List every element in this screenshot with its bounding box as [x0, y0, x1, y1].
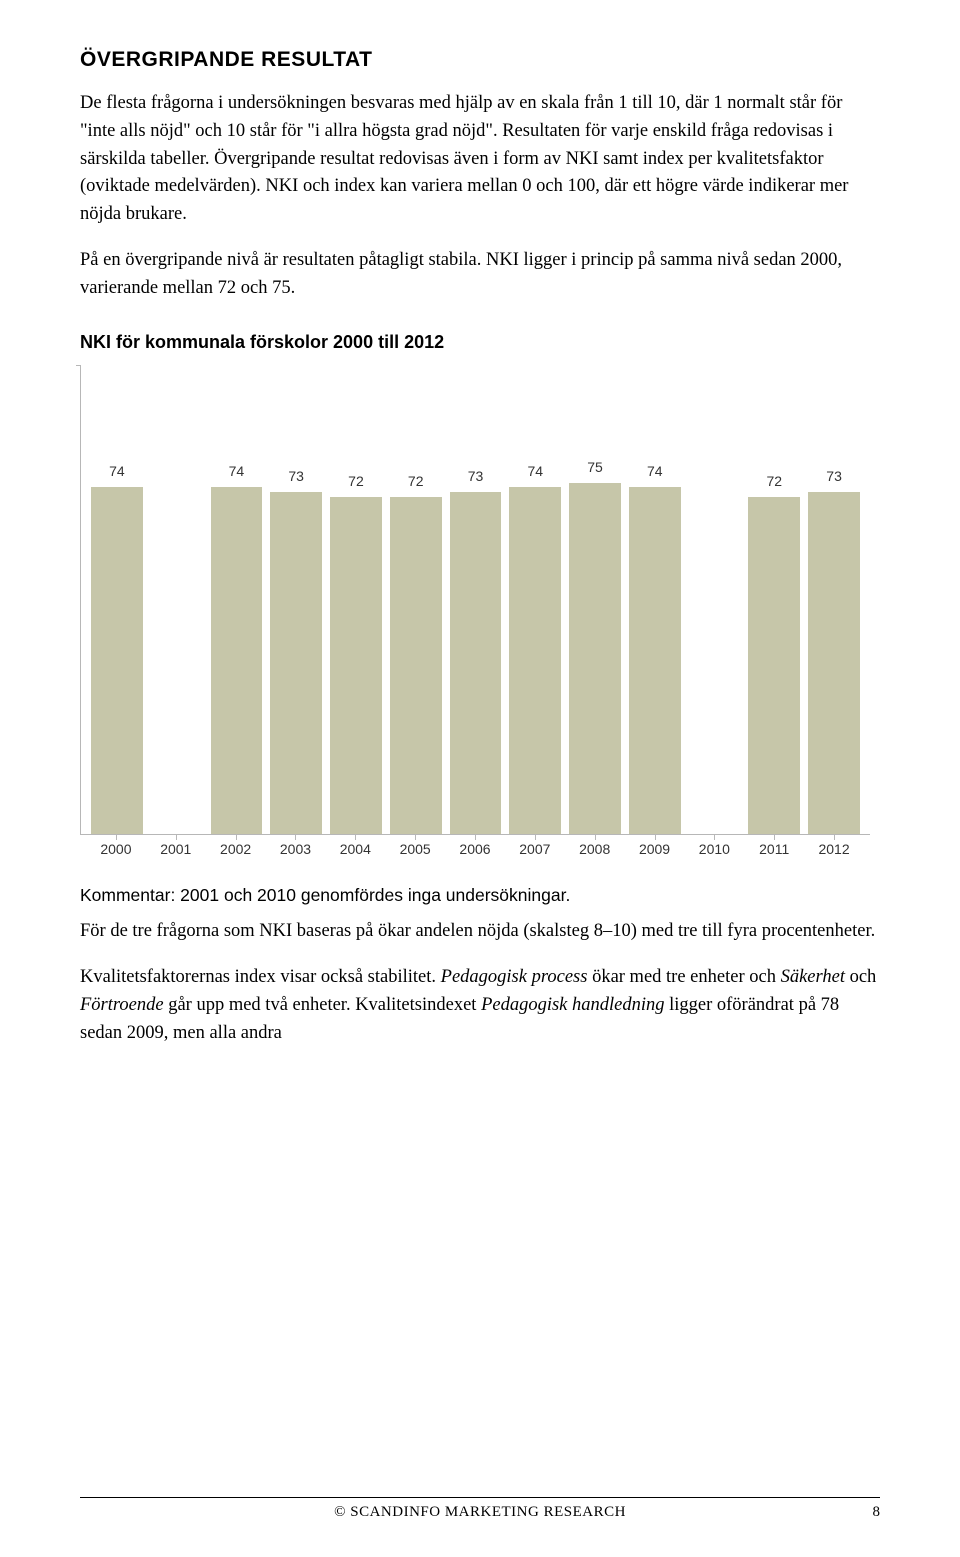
bar: [808, 492, 860, 834]
bar-value-label: 72: [408, 473, 424, 491]
bar: [270, 492, 322, 834]
x-tick-label: 2006: [449, 841, 501, 857]
bar-value-label: 74: [647, 463, 663, 481]
bar-slot: [151, 365, 203, 834]
y-axis-tick: [76, 365, 81, 366]
x-tick-label: 2007: [509, 841, 561, 857]
x-tick-label: 2000: [90, 841, 142, 857]
chart-comment: Kommentar: 2001 och 2010 genomfördes ing…: [80, 885, 880, 906]
bar-slot: 72: [390, 365, 442, 834]
chart-title: NKI för kommunala förskolor 2000 till 20…: [80, 332, 880, 353]
bar-value-label: 73: [826, 468, 842, 486]
bar-slot: 72: [748, 365, 800, 834]
x-tick-label: 2012: [808, 841, 860, 857]
bar-slot: 74: [211, 365, 263, 834]
x-tick-label: 2004: [329, 841, 381, 857]
bar-slot: 74: [91, 365, 143, 834]
bar-slot: 73: [270, 365, 322, 834]
bar: [509, 487, 561, 834]
x-tick-label: 2002: [210, 841, 262, 857]
chart-plot-area: 74 74 73 72 72 73 74 75 74 72 73: [80, 365, 870, 835]
bar: [569, 483, 621, 835]
x-tick-label: 2008: [569, 841, 621, 857]
bar-slot: 73: [450, 365, 502, 834]
page-footer: © SCANDINFO MARKETING RESEARCH 8: [80, 1497, 880, 1521]
bar-value-label: 72: [767, 473, 783, 491]
footer-page-number: 8: [873, 1504, 881, 1521]
bar-slot: 72: [330, 365, 382, 834]
page-heading: ÖVERGRIPANDE RESULTAT: [80, 48, 880, 72]
x-tick-label: 2011: [748, 841, 800, 857]
bar-slot: 74: [629, 365, 681, 834]
x-tick-label: 2003: [270, 841, 322, 857]
x-tick-label: 2010: [688, 841, 740, 857]
x-tick-label: 2009: [629, 841, 681, 857]
chart-x-axis: 2000 2001 2002 2003 2004 2005 2006 2007 2008 2009…: [80, 835, 870, 857]
bar-value-label: 74: [109, 463, 125, 481]
x-tick-label: 2005: [389, 841, 441, 857]
nki-bar-chart: 7474737272737475747273 20002001200220032…: [80, 365, 870, 857]
p4-italic-fortroende: Förtroende: [80, 995, 164, 1015]
p4-text: ökar med tre enheter och: [587, 967, 780, 987]
p4-text: går upp med två enheter. Kvalitetsindexe…: [164, 995, 481, 1015]
bar-value-label: 75: [587, 459, 603, 477]
bar-slot: 74: [509, 365, 561, 834]
bar: [450, 492, 502, 834]
intro-paragraph-1: De flesta frågorna i undersökningen besv…: [80, 90, 880, 229]
p4-text: Kvalitetsfaktorernas index visar också s…: [80, 967, 441, 987]
bar-slot: [689, 365, 741, 834]
bar-slot: 73: [808, 365, 860, 834]
bar-slot: 75: [569, 365, 621, 834]
body-paragraph-3: För de tre frågorna som NKI baseras på ö…: [80, 918, 880, 946]
body-paragraph-4: Kvalitetsfaktorernas index visar också s…: [80, 964, 880, 1047]
bar-value-label: 73: [468, 468, 484, 486]
intro-paragraph-2: På en övergripande nivå är resultaten på…: [80, 247, 880, 303]
bar-value-label: 74: [527, 463, 543, 481]
bar-value-label: 74: [229, 463, 245, 481]
bar: [91, 487, 143, 834]
bar: [390, 497, 442, 835]
bar: [629, 487, 681, 834]
p4-italic-pedagogisk-process: Pedagogisk process: [441, 967, 588, 987]
x-tick-label: 2001: [150, 841, 202, 857]
bar: [211, 487, 263, 834]
footer-copyright: © SCANDINFO MARKETING RESEARCH: [80, 1504, 880, 1521]
bar-value-label: 73: [288, 468, 304, 486]
p4-italic-sakerhet: Säkerhet: [781, 967, 845, 987]
p4-italic-pedagogisk-handledning: Pedagogisk handledning: [481, 995, 664, 1015]
bar: [330, 497, 382, 835]
bar: [748, 497, 800, 835]
bar-value-label: 72: [348, 473, 364, 491]
p4-text: och: [845, 967, 876, 987]
